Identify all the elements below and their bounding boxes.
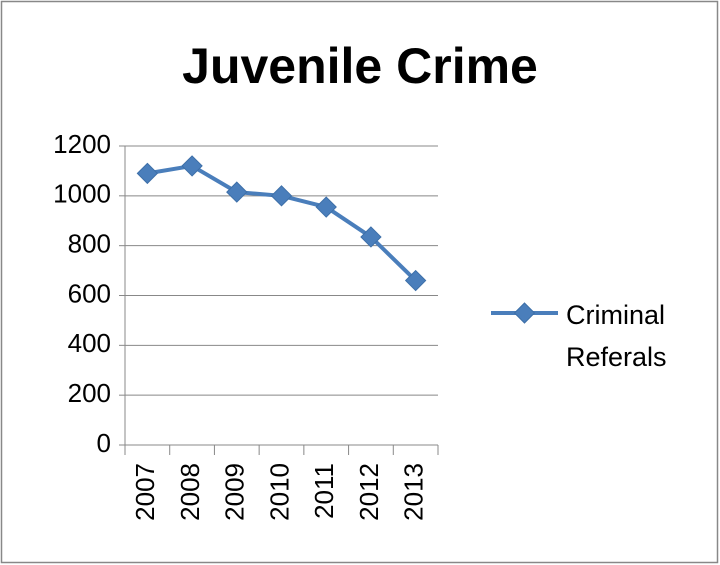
data-point xyxy=(360,226,382,248)
chart-title: Juvenile Crime xyxy=(182,38,538,94)
data-point xyxy=(270,185,293,207)
data-point xyxy=(226,181,248,203)
y-tick-label: 1200 xyxy=(53,129,111,159)
data-point xyxy=(181,155,203,177)
x-tick-label: 2011 xyxy=(309,463,339,519)
y-tick-label: 1000 xyxy=(53,179,111,209)
y-tick-label: 600 xyxy=(68,278,111,308)
x-tick-label: 2009 xyxy=(220,463,250,521)
x-tick-label: 2013 xyxy=(399,463,429,521)
data-point xyxy=(404,269,427,292)
x-tick-label: 2007 xyxy=(130,463,160,521)
y-tick-label: 200 xyxy=(68,378,111,408)
x-tick-label: 2010 xyxy=(264,463,294,521)
y-tick-label: 800 xyxy=(68,229,111,259)
x-tick-label: 2012 xyxy=(354,463,384,521)
y-tick-label: 0 xyxy=(97,428,111,458)
data-point xyxy=(136,162,159,185)
x-tick-label: 2008 xyxy=(175,463,205,521)
legend-label: Criminal Referals xyxy=(566,300,667,372)
y-tick-label: 400 xyxy=(68,328,111,358)
legend-swatch-marker xyxy=(513,302,536,324)
data-point xyxy=(315,196,337,218)
